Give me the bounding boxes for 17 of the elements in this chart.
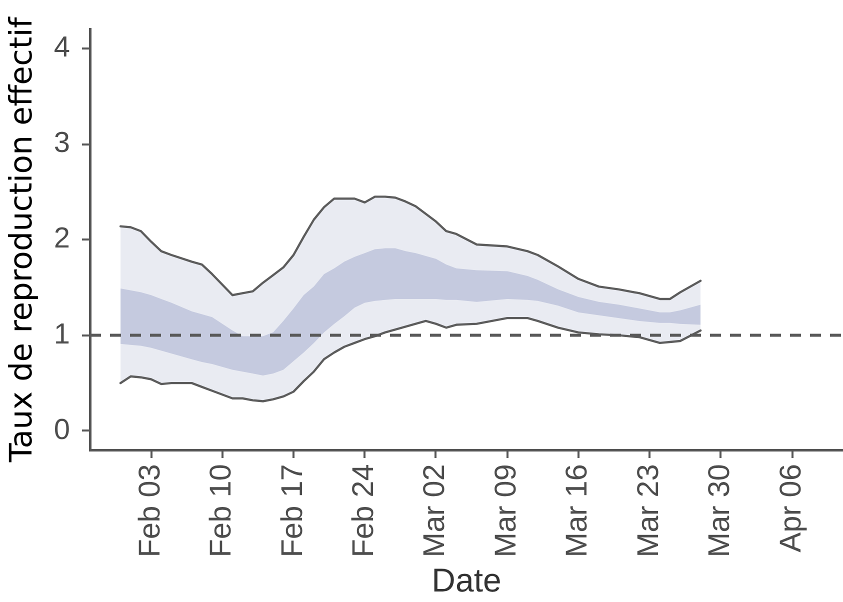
- x-tick-label: Feb 03: [133, 464, 166, 558]
- x-tick-label: Feb 17: [276, 464, 309, 558]
- y-axis-title: Taux de reproduction effectif: [4, 16, 40, 464]
- x-tick-label: Mar 30: [703, 464, 736, 558]
- y-tick-label: 0: [54, 414, 70, 446]
- x-tick-label: Feb 10: [204, 464, 238, 558]
- x-tick-label: Mar 16: [560, 464, 594, 558]
- y-tick-label: 4: [54, 32, 70, 64]
- x-axis-title: Date: [432, 561, 502, 598]
- x-tick-label: Mar 23: [632, 464, 665, 558]
- x-tick-label: Mar 09: [489, 464, 522, 558]
- y-tick-label: 2: [54, 222, 70, 255]
- y-tick-label: 3: [54, 127, 70, 160]
- y-tick-label: 1: [54, 318, 70, 350]
- x-tick-label: Feb 24: [347, 464, 380, 558]
- x-tick-label: Apr 06: [774, 464, 808, 552]
- x-tick-label: Mar 02: [418, 464, 452, 558]
